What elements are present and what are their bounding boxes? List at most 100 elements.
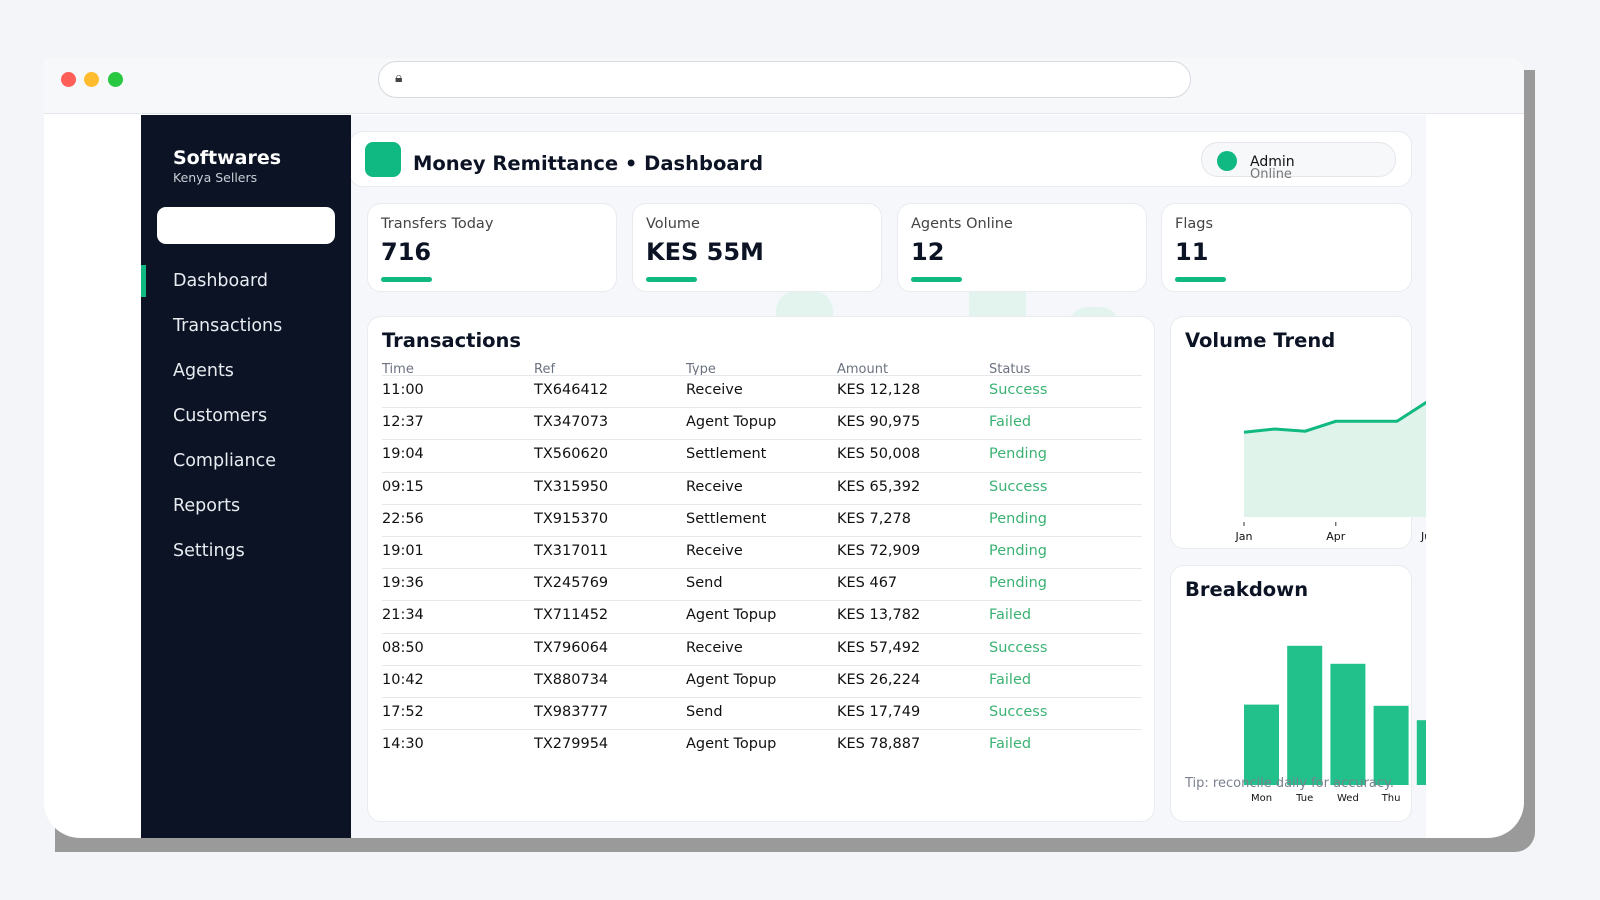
table-row[interactable]: 19:01 TX317011 Receive KES 72,909 Pending [382, 536, 1142, 568]
column-header-ref: Ref [534, 362, 556, 377]
minimize-button[interactable] [84, 72, 99, 87]
cell-type: Receive [686, 639, 743, 656]
kpi-label: Volume [646, 216, 700, 232]
sidebar-item-agents[interactable]: Agents [173, 361, 234, 381]
sidebar-item-compliance[interactable]: Compliance [173, 451, 277, 471]
sidebar-search-input[interactable] [157, 207, 335, 244]
cell-status: Pending [989, 510, 1047, 527]
kpi-value: 12 [911, 238, 945, 266]
header-bar: Money Remittance • Dashboard Admin Onlin… [351, 131, 1412, 187]
x-tick-label: Wed [1337, 793, 1359, 804]
cell-status: Failed [989, 736, 1032, 753]
volume-trend-title: Volume Trend [1185, 329, 1336, 352]
table-row[interactable]: 19:36 TX245769 Send KES 467 Pending [382, 568, 1142, 600]
cell-amount: KES 26,224 [837, 671, 921, 688]
cell-status: Pending [989, 575, 1047, 592]
volume-trend-card: Volume Trend Jan Apr Jul [1170, 316, 1426, 549]
breakdown-title: Breakdown [1185, 578, 1309, 601]
table-row[interactable]: 22:56 TX915370 Settlement KES 7,278 Pending [382, 503, 1142, 536]
kpi-card-flags: Flags 11 [1161, 203, 1412, 292]
sidebar-item-dashboard[interactable]: Dashboard [173, 271, 268, 291]
title-bar: 🔒︎ [44, 58, 1524, 114]
table-row[interactable]: 19:04 TX560620 Settlement KES 50,008 Pending [382, 439, 1142, 471]
browser-window: 🔒︎ Softwares Kenya Sellers Dashboard Tra… [44, 58, 1524, 838]
table-row[interactable]: 17:52 TX983777 Send KES 17,749 Success [382, 697, 1142, 729]
breakdown-card: Breakdown Mon Tue Wed Thu Tip: reconcile da… [1170, 565, 1426, 822]
kpi-card-agents: Agents Online 12 [897, 203, 1147, 292]
app-logo [365, 142, 401, 177]
table-row[interactable]: 10:42 TX880734 Agent Topup KES 26,224 Failed [382, 664, 1142, 697]
cell-amount: KES 13,782 [837, 607, 921, 624]
kpi-accent-bar [1175, 277, 1226, 282]
column-header-amount: Amount [837, 362, 889, 377]
sidebar-item-reports[interactable]: Reports [173, 496, 241, 516]
tip-text: Tip: reconcile daily for accuracy. [1185, 776, 1395, 791]
cell-time: 22:56 [382, 510, 424, 527]
sidebar-item-customers[interactable]: Customers [173, 406, 268, 426]
table-row[interactable]: 14:30 TX279954 Agent Topup KES 78,887 Failed [382, 729, 1142, 761]
cell-time: 08:50 [382, 639, 424, 656]
table-row[interactable]: 08:50 TX796064 Receive KES 57,492 Success [382, 632, 1142, 665]
table-row[interactable]: 12:37 TX347073 Agent Topup KES 90,975 Failed [382, 407, 1142, 439]
brand-name: Softwares [173, 147, 282, 169]
user-menu[interactable]: Admin Online [1201, 142, 1396, 182]
kpi-accent-bar [381, 277, 432, 282]
close-button[interactable] [61, 72, 76, 87]
cell-status: Failed [989, 414, 1032, 431]
cell-type: Settlement [686, 446, 767, 463]
address-bar[interactable]: 🔒︎ [378, 61, 1191, 98]
cell-status: Success [989, 639, 1048, 656]
maximize-button[interactable] [108, 72, 123, 87]
cell-type: Send [686, 704, 723, 720]
cell-ref: TX915370 [534, 510, 609, 527]
cell-ref: TX245769 [534, 575, 609, 592]
cell-amount: KES 17,749 [837, 704, 921, 720]
cell-amount: KES 65,392 [837, 478, 921, 495]
cell-ref: TX560620 [534, 446, 609, 463]
cell-ref: TX317011 [534, 543, 609, 559]
volume-trend-chart: Jan Apr Jul [1235, 400, 1426, 543]
cell-ref: TX711452 [534, 607, 609, 624]
cell-ref: TX279954 [534, 736, 609, 753]
cell-status: Failed [989, 671, 1032, 688]
cell-amount: KES 467 [837, 575, 898, 592]
cell-time: 21:34 [382, 607, 424, 624]
x-tick-label: Apr [1326, 530, 1346, 543]
kpi-label: Flags [1175, 216, 1214, 232]
table-row[interactable]: 21:34 TX711452 Agent Topup KES 13,782 Failed [382, 600, 1142, 632]
page-title: Money Remittance • Dashboard [413, 152, 764, 175]
cell-ref: TX983777 [534, 704, 609, 720]
avatar [1217, 151, 1237, 171]
sidebar-item-settings[interactable]: Settings [173, 541, 245, 561]
cell-time: 10:42 [382, 671, 424, 688]
bar-Tue [1287, 645, 1323, 785]
cell-type: Agent Topup [686, 736, 777, 753]
cell-ref: TX796064 [534, 639, 609, 656]
cell-type: Agent Topup [686, 414, 777, 431]
table-row[interactable]: 09:15 TX315950 Receive KES 65,392 Success [382, 471, 1142, 504]
kpi-card-volume: Volume KES 55M [632, 203, 882, 292]
transactions-title: Transactions [382, 329, 522, 352]
sidebar-item-transactions[interactable]: Transactions [173, 316, 283, 336]
table-row[interactable]: 11:00 TX646412 Receive KES 12,128 Success [382, 375, 1142, 407]
bar-partial [1416, 720, 1426, 785]
x-tick-label: Jul [1420, 530, 1426, 543]
main-content: Money Remittance • Dashboard Admin Onlin… [351, 115, 1426, 838]
cell-time: 17:52 [382, 704, 424, 720]
column-header-status: Status [989, 362, 1031, 377]
cell-amount: KES 12,128 [837, 382, 921, 398]
cell-amount: KES 57,492 [837, 639, 921, 656]
cell-status: Failed [989, 607, 1032, 624]
cell-time: 19:36 [382, 575, 424, 592]
breakdown-chart: Mon Tue Wed Thu [1244, 645, 1426, 804]
x-tick-label: Jan [1235, 530, 1253, 543]
kpi-accent-bar [646, 277, 697, 282]
cell-amount: KES 72,909 [837, 543, 921, 559]
column-header-time: Time [382, 362, 414, 377]
cell-amount: KES 7,278 [837, 510, 911, 527]
cell-time: 19:04 [382, 446, 424, 463]
x-tick-label: Mon [1251, 793, 1272, 804]
cell-status: Pending [989, 543, 1047, 559]
cell-type: Agent Topup [686, 671, 777, 688]
cell-amount: KES 50,008 [837, 446, 921, 463]
